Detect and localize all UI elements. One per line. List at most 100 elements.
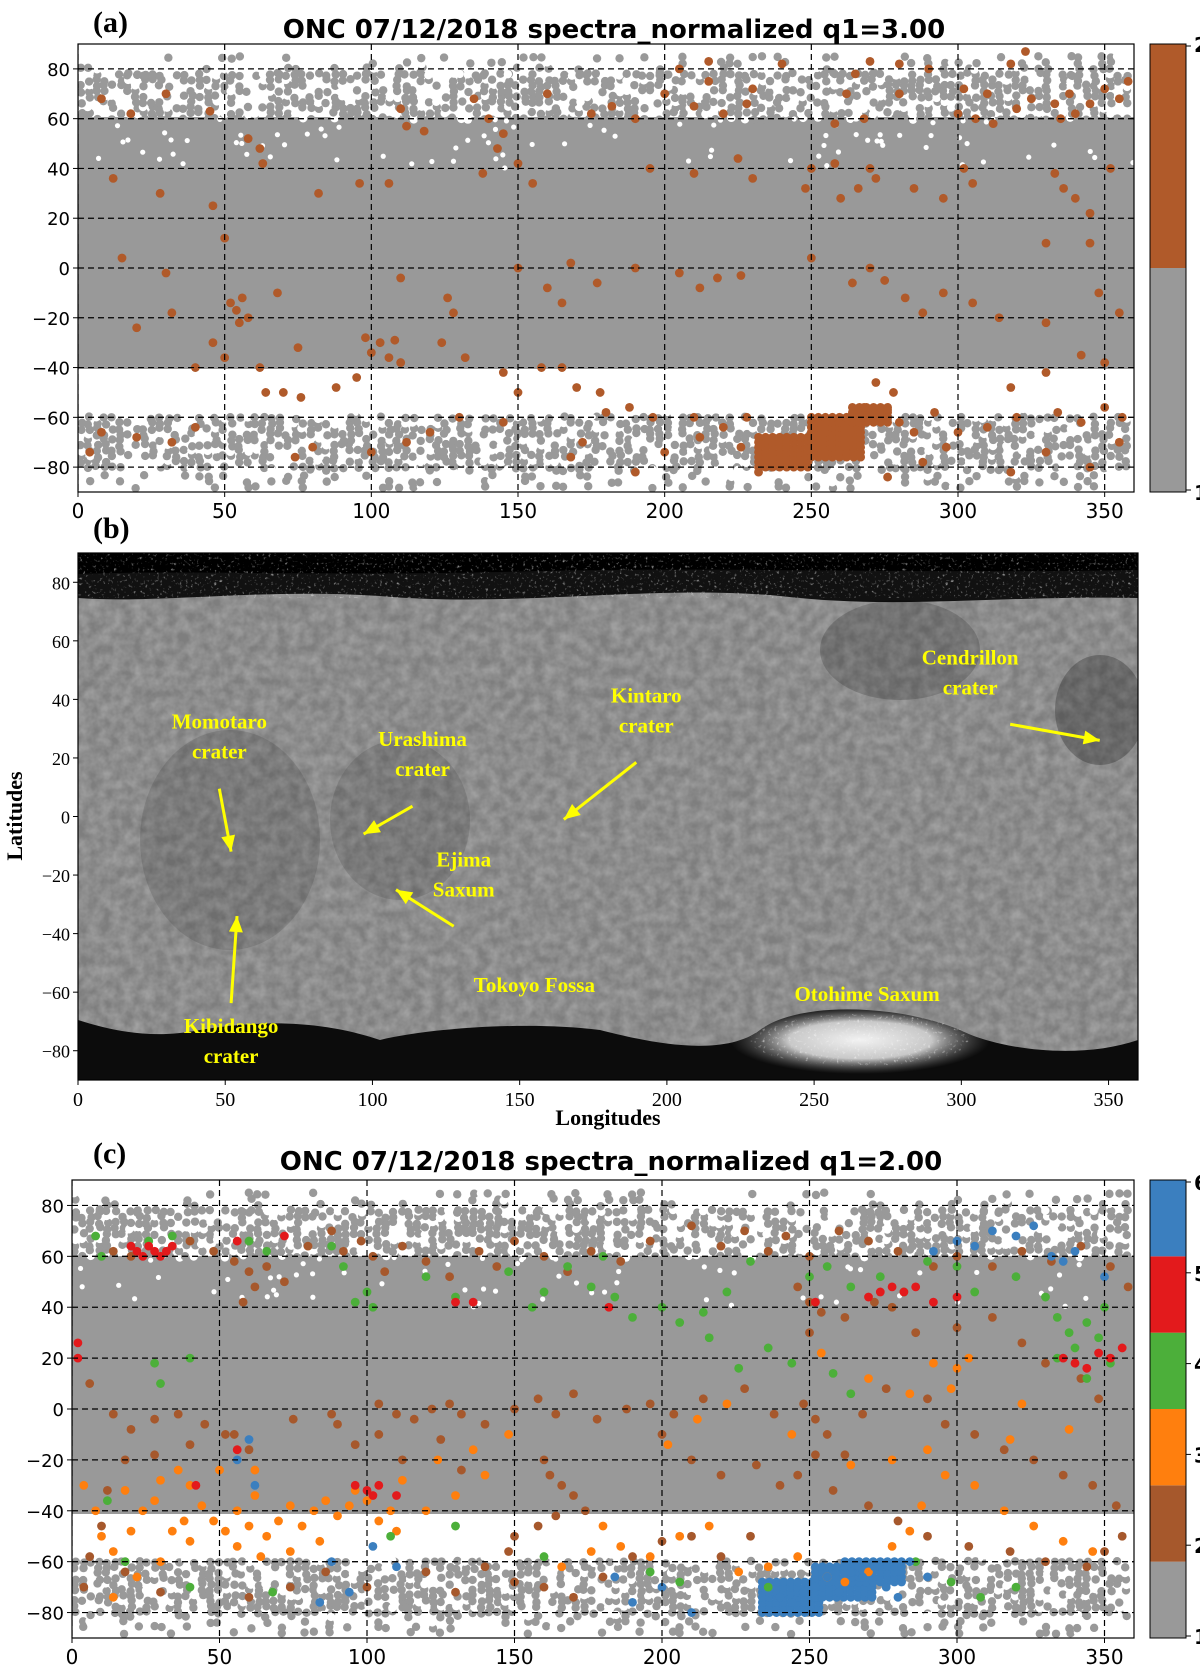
cluster-2-point	[704, 76, 714, 86]
coverage-point	[694, 452, 703, 462]
coverage-point	[424, 70, 433, 80]
gap-point	[800, 1295, 806, 1301]
coverage-point	[787, 1241, 797, 1250]
coverage-point	[500, 1241, 509, 1251]
coverage-point	[971, 1575, 981, 1585]
coverage-point	[253, 1225, 262, 1234]
coverage-point	[1057, 1598, 1066, 1607]
coverage-point	[496, 451, 505, 461]
coverage-point	[836, 1616, 845, 1626]
coverage-point	[283, 109, 293, 118]
coverage-point	[917, 446, 926, 456]
gap-point	[1019, 1540, 1026, 1547]
coverage-point	[78, 88, 86, 97]
coverage-point	[970, 103, 979, 112]
coverage-point	[492, 1253, 502, 1262]
coverage-point	[961, 1189, 971, 1198]
coverage-point	[678, 419, 687, 428]
coverage-point	[687, 71, 696, 80]
coverage-point	[179, 91, 189, 100]
coverage-point	[219, 71, 229, 81]
cluster-2-point	[742, 412, 752, 422]
coverage-point	[653, 457, 662, 466]
cluster-2-point	[630, 114, 640, 124]
gap-point	[767, 1552, 774, 1558]
coverage-point	[512, 63, 522, 72]
coverage-point	[357, 1563, 367, 1573]
cluster-2-point	[1041, 318, 1051, 328]
coverage-point	[404, 1613, 413, 1622]
coverage-point	[147, 425, 157, 435]
coverage-point	[210, 483, 220, 492]
coverage-point	[196, 1239, 206, 1249]
coverage-point	[899, 1224, 908, 1234]
gap-point	[95, 155, 102, 161]
gap-point	[1076, 1542, 1082, 1548]
cluster-2-point	[308, 442, 318, 452]
coverage-point	[802, 1190, 811, 1199]
coverage-point	[1051, 463, 1061, 472]
coverage-point	[667, 1200, 676, 1209]
coverage-point	[695, 76, 705, 86]
gap-point	[731, 1270, 737, 1276]
coverage-point	[615, 98, 625, 108]
coverage-point	[500, 1579, 509, 1588]
coverage-point	[385, 93, 395, 102]
coverage-point	[310, 1208, 320, 1217]
coverage-point	[421, 1246, 430, 1255]
cluster-2-point	[865, 57, 875, 66]
coverage-point	[281, 431, 290, 440]
coverage-point	[637, 71, 647, 80]
coverage-point	[437, 1573, 446, 1582]
coverage-point	[444, 1241, 453, 1250]
coverage-point	[1073, 1208, 1083, 1217]
coverage-point	[605, 1235, 614, 1244]
coverage-point	[852, 91, 861, 100]
coverage-point	[111, 1217, 120, 1227]
coverage-point	[924, 1586, 933, 1596]
gap-point	[492, 117, 498, 123]
gap-point	[677, 121, 683, 127]
gap-point	[529, 141, 535, 148]
coverage-point	[301, 1213, 310, 1222]
coverage-point	[709, 424, 718, 434]
coverage-point	[101, 457, 111, 467]
coverage-point	[257, 425, 266, 434]
gap-point	[170, 151, 176, 157]
coverage-point	[413, 1590, 423, 1599]
coverage-point	[252, 1190, 262, 1199]
cluster-2-point	[578, 437, 587, 447]
coverage-point	[702, 463, 712, 473]
coverage-point	[1020, 75, 1029, 85]
coverage-point	[702, 92, 711, 102]
coverage-point	[166, 1218, 175, 1228]
coverage-point	[1082, 1622, 1091, 1631]
coverage-point	[1106, 81, 1116, 91]
coverage-point	[518, 75, 528, 84]
coverage-point	[293, 1564, 302, 1573]
coverage-point	[691, 1240, 700, 1250]
coverage-point	[559, 445, 568, 455]
coverage-point	[1050, 108, 1059, 118]
coverage-point	[298, 483, 308, 492]
coverage-point	[640, 114, 649, 124]
coverage-point	[637, 1586, 646, 1596]
coverage-point	[235, 52, 245, 61]
coverage-point	[479, 457, 488, 466]
coverage-point	[347, 430, 356, 439]
coverage-point	[260, 463, 269, 473]
coverage-point	[265, 453, 275, 462]
coverage-point	[876, 1201, 885, 1210]
coverage-point	[481, 103, 491, 112]
x-tick-label: 350	[1094, 1089, 1124, 1111]
coverage-point	[621, 419, 631, 428]
coverage-point	[747, 1603, 756, 1612]
coverage-point	[1072, 1623, 1082, 1633]
panel-a-grid	[78, 44, 1134, 492]
coverage-point	[606, 76, 616, 85]
coverage-point	[972, 58, 981, 68]
coverage-point	[592, 54, 602, 63]
coverage-point	[230, 1223, 240, 1233]
gap-point	[172, 394, 178, 400]
